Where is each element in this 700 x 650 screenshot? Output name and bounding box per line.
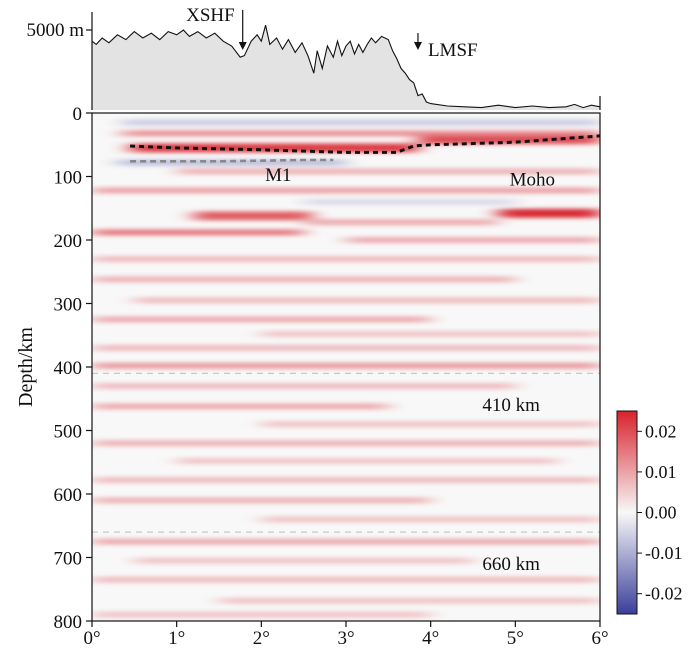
colorbar-ticks: 0.02 0.01 0.00 -0.01 -0.02 — [637, 421, 683, 604]
amplitude-band — [261, 330, 600, 337]
colorbar-tick-label: 0.02 — [645, 421, 677, 441]
amplitude-band — [121, 119, 600, 126]
amplitude-band — [92, 383, 516, 390]
amplitude-band — [417, 135, 600, 145]
amplitude-band — [346, 237, 600, 243]
amplitude-band — [193, 211, 313, 221]
amplitude-band — [303, 198, 516, 205]
y-tick-label: 0 — [73, 104, 83, 125]
amplitude-band — [92, 276, 516, 283]
amplitude-band — [92, 256, 600, 263]
amplitude-band — [261, 516, 600, 523]
colorbar-tick-label: 0.00 — [645, 503, 677, 523]
topography-panel — [92, 25, 600, 110]
discontinuity-label: 410 km — [482, 395, 540, 416]
interpretation-lines — [92, 134, 600, 533]
y-tick-label: 400 — [54, 358, 83, 379]
amplitude-band — [92, 187, 600, 194]
amplitude-band — [121, 130, 600, 137]
annotations: XSHF LMSF M1 Moho 410 km 660 km — [186, 5, 555, 575]
y-tick-label: 100 — [54, 168, 83, 189]
m1-line — [130, 158, 334, 163]
amplitude-band — [134, 297, 600, 304]
amplitude-band — [117, 159, 347, 166]
amplitude-band — [92, 576, 600, 583]
horizon-label: M1 — [265, 165, 291, 186]
horizon-label: Moho — [510, 170, 555, 191]
topography-tick-label-5000: 5000 m — [26, 20, 84, 41]
topography-frame: 5000 m — [26, 12, 601, 110]
y-tick-label: 500 — [54, 422, 83, 443]
colorbar-tick-label: -0.02 — [645, 584, 683, 604]
fault-label: LMSF — [428, 40, 478, 61]
fault-arrow-head — [413, 42, 422, 50]
x-tick-label: 2° — [253, 628, 270, 649]
colorbar-tick-label: 0.01 — [645, 462, 677, 482]
amplitude-band — [498, 208, 600, 218]
discontinuity-label: 660 km — [482, 554, 540, 575]
amplitude-band — [92, 497, 431, 504]
x-tick-label: 4° — [422, 628, 439, 649]
amplitude-band — [92, 229, 304, 236]
x-tick-label: 6° — [591, 628, 608, 649]
amplitude-band — [130, 143, 418, 153]
x-tick-label: 0° — [83, 628, 100, 649]
x-tick-label: 3° — [337, 628, 354, 649]
heatmap-panel — [91, 112, 601, 622]
amplitude-band — [176, 457, 558, 464]
y-tick-label: 300 — [54, 295, 83, 316]
amplitude-band — [92, 477, 600, 484]
amplitude-band — [92, 538, 600, 545]
y-tick-label: 200 — [54, 231, 83, 252]
x-axis: 0° 1° 2° 3° 4° 5° 6° — [83, 621, 609, 649]
y-axis: 0 100 200 300 400 500 600 700 800 — [54, 104, 92, 633]
fault-label: XSHF — [186, 5, 235, 26]
amplitude-band — [92, 611, 431, 618]
amplitude-band — [92, 362, 600, 369]
colorbar-tick-label: -0.01 — [645, 543, 683, 563]
colorbar-gradient — [616, 410, 638, 615]
y-axis-title: Depth/km — [15, 327, 37, 407]
amplitude-band — [92, 440, 600, 447]
amplitude-bands — [92, 119, 600, 618]
amplitude-band — [176, 168, 600, 175]
fault-arrow-head — [238, 42, 247, 50]
amplitude-band — [303, 219, 499, 226]
topography-fill — [92, 25, 600, 110]
amplitude-band — [134, 557, 474, 564]
y-tick-label: 800 — [54, 612, 83, 633]
amplitude-band — [92, 316, 431, 323]
moho-line — [130, 134, 600, 154]
amplitude-band — [261, 421, 600, 428]
colorbar: 0.02 0.01 0.00 -0.01 -0.02 — [616, 410, 683, 615]
amplitude-band — [219, 597, 600, 604]
x-tick-label: 5° — [507, 628, 524, 649]
x-tick-label: 1° — [168, 628, 185, 649]
topography-line — [92, 25, 600, 109]
amplitude-band — [92, 344, 600, 351]
y-tick-label: 700 — [54, 549, 83, 570]
y-tick-label: 600 — [54, 485, 83, 506]
amplitude-band — [92, 403, 389, 410]
